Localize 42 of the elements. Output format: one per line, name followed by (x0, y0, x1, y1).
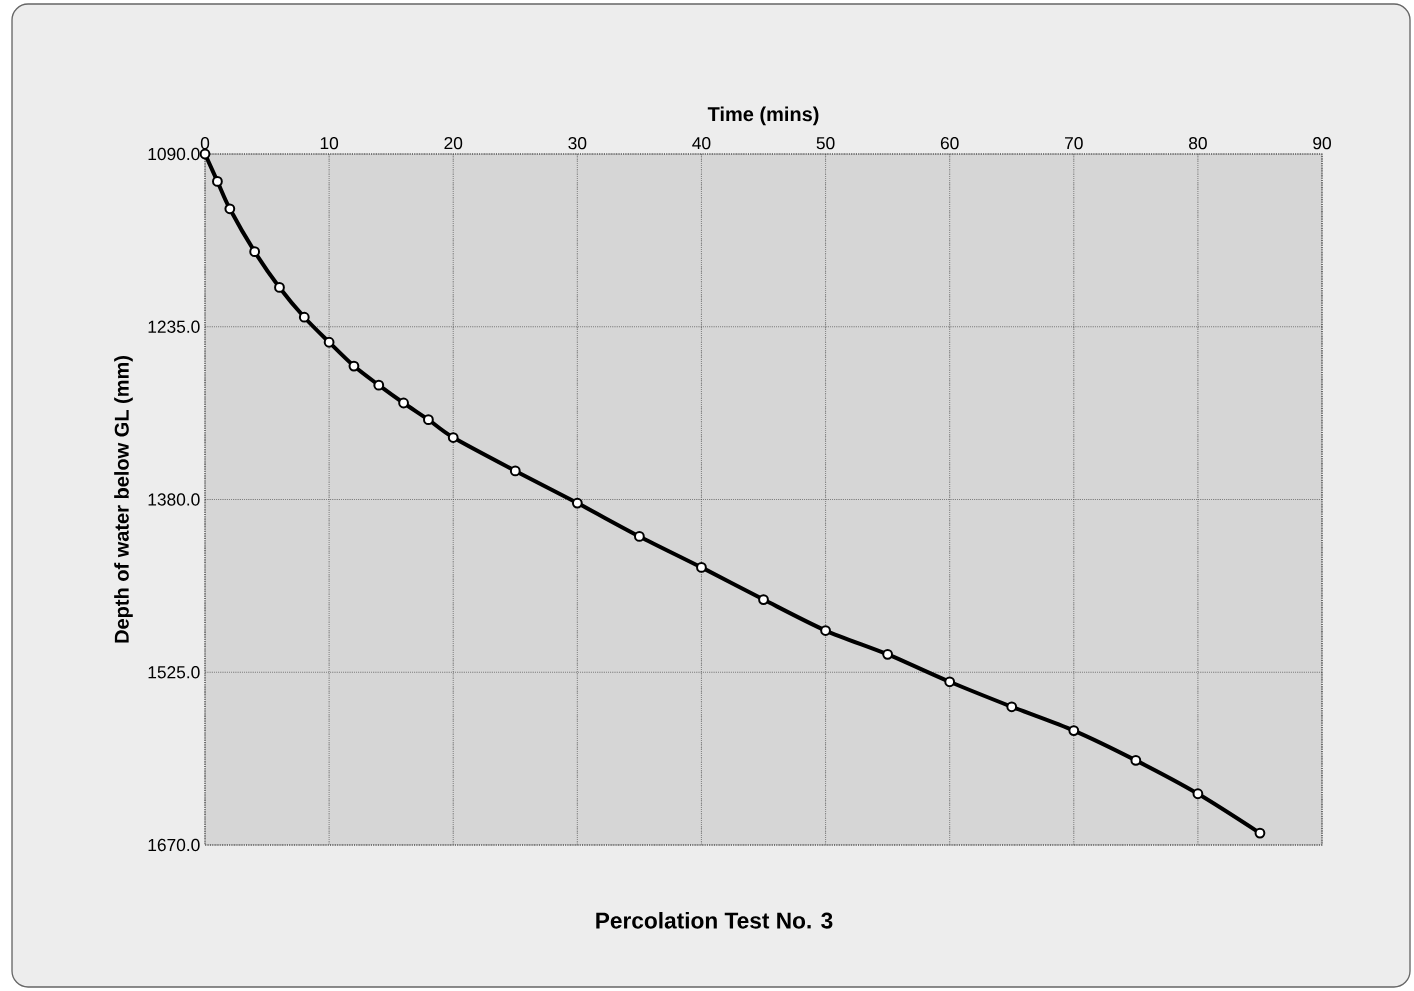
point (944, 676, 956, 688)
point (820, 625, 831, 636)
text: Percolation Test No. 3 (596, 911, 833, 929)
x-tick-label: 90 (1313, 137, 1331, 150)
x-tick-label: 60 (940, 137, 959, 150)
point (398, 397, 409, 409)
point (298, 311, 310, 323)
x-axis-title: Time (mins) (707, 106, 819, 126)
point (224, 203, 236, 215)
point (447, 432, 459, 443)
point (1006, 701, 1018, 713)
y-tick-label: 1525.0 (148, 666, 200, 679)
x-tick-label: 0 (200, 137, 210, 150)
point (323, 336, 335, 348)
point (633, 531, 645, 542)
point (348, 360, 360, 372)
point (882, 648, 894, 660)
x-tick-label: 10 (320, 137, 339, 150)
point (758, 594, 769, 605)
point (212, 176, 223, 187)
x-tick-label: 20 (444, 137, 463, 150)
point (249, 246, 261, 258)
point (1130, 755, 1142, 766)
point (509, 465, 521, 477)
point (373, 379, 385, 391)
point (1068, 725, 1080, 737)
point (571, 497, 583, 509)
y-tick-label: 1380.0 (148, 493, 200, 506)
x-tick-label: 80 (1189, 137, 1207, 150)
point (696, 562, 707, 573)
y-tick-label: 1670.0 (148, 838, 200, 852)
point (1192, 788, 1204, 800)
y-tick-label: 1235.0 (148, 320, 200, 333)
x-tick-label: 40 (692, 137, 711, 150)
point (1254, 827, 1266, 839)
y-tick-label: 1090.0 (148, 147, 200, 161)
point (423, 414, 434, 426)
point (274, 282, 285, 293)
x-tick-label: 70 (1065, 137, 1083, 150)
y-axis-title: Depth of water below GL (mm) (114, 356, 133, 643)
x-tick-label: 30 (568, 137, 587, 150)
x-tick-label: 50 (816, 137, 835, 150)
